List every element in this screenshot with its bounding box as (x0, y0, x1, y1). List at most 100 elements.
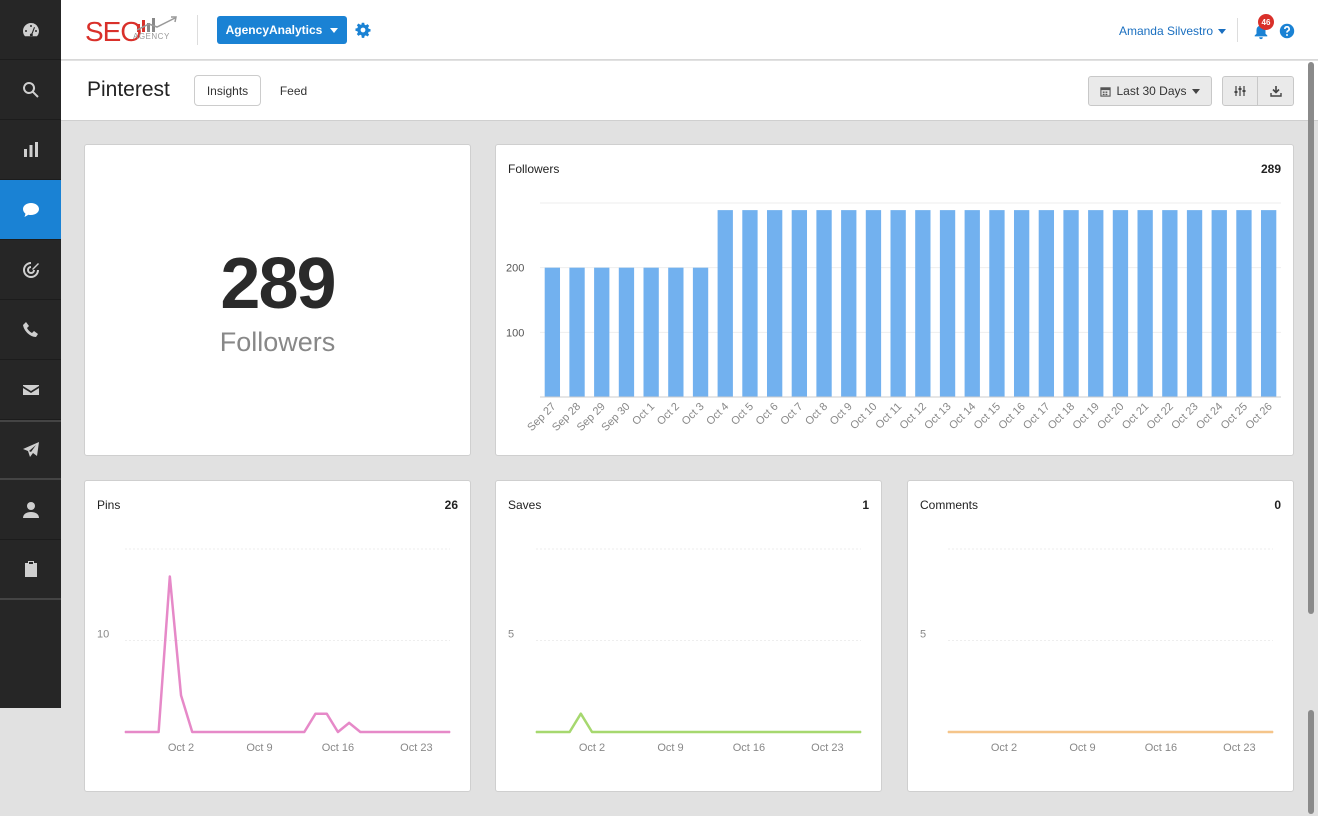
x-tick-label: Oct 1 (630, 401, 657, 428)
series-line (536, 712, 861, 734)
bar (742, 210, 758, 397)
x-tick-label: Sep 30 (599, 401, 632, 434)
sidebar-item-users[interactable] (0, 480, 61, 540)
data-point (692, 731, 694, 733)
x-tick-label: Oct 24 (1194, 401, 1225, 432)
bar (1260, 210, 1277, 397)
x-tick-label: Oct 16 (322, 742, 354, 754)
y-tick-label: 100 (506, 327, 524, 339)
x-tick-label: Oct 2 (579, 742, 605, 754)
bar (766, 210, 783, 397)
x-tick-label: Oct 2 (991, 742, 1017, 754)
paper-plane-icon (22, 442, 39, 457)
data-point (703, 731, 705, 733)
data-point (804, 731, 806, 733)
search-icon (22, 81, 39, 98)
data-point (535, 731, 537, 733)
tab-insights[interactable]: Insights (194, 75, 261, 106)
scrollbar[interactable] (1308, 62, 1316, 814)
filter-settings-button[interactable] (1222, 76, 1258, 106)
bar (668, 267, 684, 397)
data-point (1149, 731, 1151, 733)
bar (717, 210, 733, 397)
data-point (947, 731, 949, 733)
data-point (258, 731, 261, 733)
agency-dropdown-button[interactable]: AgencyAnalytics (217, 16, 347, 44)
comments-line-chart: 5 Oct 2 Oct 9 Oct 16 Oct 23 (920, 548, 1274, 754)
sidebar-item-email[interactable] (0, 360, 61, 420)
x-tick-label: Oct 20 (1095, 401, 1126, 432)
calendar-icon (1100, 86, 1112, 97)
data-point (1059, 731, 1061, 733)
x-tick-label: Oct 16 (1145, 742, 1177, 754)
data-point (1037, 731, 1039, 733)
data-point (860, 731, 862, 733)
series-line (125, 575, 450, 734)
x-tick-label: Oct 9 (657, 742, 683, 754)
date-range-button[interactable]: Last 30 Days (1088, 76, 1212, 106)
bar (1186, 210, 1203, 397)
data-point (681, 731, 683, 733)
download-button[interactable] (1258, 76, 1294, 106)
tab-feed[interactable]: Feed (279, 83, 308, 98)
data-point (1070, 731, 1072, 733)
data-point (981, 731, 983, 733)
chart-total: 0 (1274, 498, 1281, 512)
bar (841, 210, 857, 397)
data-point (1081, 731, 1084, 733)
gear-icon[interactable] (355, 22, 371, 38)
x-tick-label: Oct 13 (922, 401, 953, 432)
x-tick-label: Oct 23 (400, 742, 432, 754)
data-point (647, 731, 649, 733)
saves-chart-card: Saves 1 5 Oct 2 Oct 9 Oct 16 Oct 23 (495, 480, 882, 792)
x-tick-label: Oct 2 (168, 742, 194, 754)
bar (569, 267, 585, 397)
agency-logo[interactable]: SEO AGENCY (85, 14, 180, 48)
sliders-icon (1234, 86, 1246, 96)
sidebar-item-ppc[interactable] (0, 240, 61, 300)
bar (1088, 210, 1104, 397)
data-point (135, 731, 137, 733)
user-menu[interactable]: Amanda Silvestro (1119, 24, 1226, 38)
data-point (1048, 731, 1050, 733)
data-point (449, 731, 451, 733)
x-tick-label: Oct 2 (655, 401, 682, 428)
scrollbar-thumb[interactable] (1308, 62, 1314, 614)
data-point (236, 731, 238, 733)
x-tick-label: Oct 9 (1069, 742, 1095, 754)
x-tick-label: Oct 26 (1243, 401, 1274, 432)
sidebar-item-send[interactable] (0, 420, 61, 480)
sidebar-item-dashboard[interactable] (0, 0, 61, 60)
scrollbar-thumb[interactable] (1308, 710, 1314, 814)
bar (1236, 210, 1252, 397)
data-point (180, 694, 182, 696)
data-point (1160, 731, 1162, 733)
data-point (314, 713, 317, 715)
data-point (793, 731, 795, 733)
data-point (438, 731, 440, 733)
data-point (636, 731, 638, 733)
sidebar-item-search[interactable] (0, 60, 61, 120)
bar (544, 267, 561, 397)
help-icon[interactable] (1279, 23, 1295, 39)
data-point (1227, 731, 1229, 733)
data-point (714, 731, 716, 733)
pins-line-chart: 10 Oct 2 Oct 9 Oct 16 Oct 23 (97, 548, 451, 754)
x-tick-label: Oct 4 (704, 401, 731, 428)
dashboard-icon (22, 22, 39, 36)
bar (1013, 210, 1030, 397)
phone-icon (22, 321, 38, 337)
data-point (1171, 731, 1173, 733)
sidebar-item-reports[interactable] (0, 120, 61, 180)
data-point (1126, 731, 1128, 733)
bar (890, 210, 906, 397)
sidebar-item-calls[interactable] (0, 300, 61, 360)
data-point (247, 731, 249, 733)
x-tick-label: Oct 22 (1145, 401, 1176, 432)
sidebar-item-tasks[interactable] (0, 540, 61, 600)
data-point (370, 731, 373, 733)
data-point (546, 731, 548, 733)
sidebar-item-social[interactable] (0, 180, 61, 240)
chevron-down-icon (1218, 28, 1226, 34)
